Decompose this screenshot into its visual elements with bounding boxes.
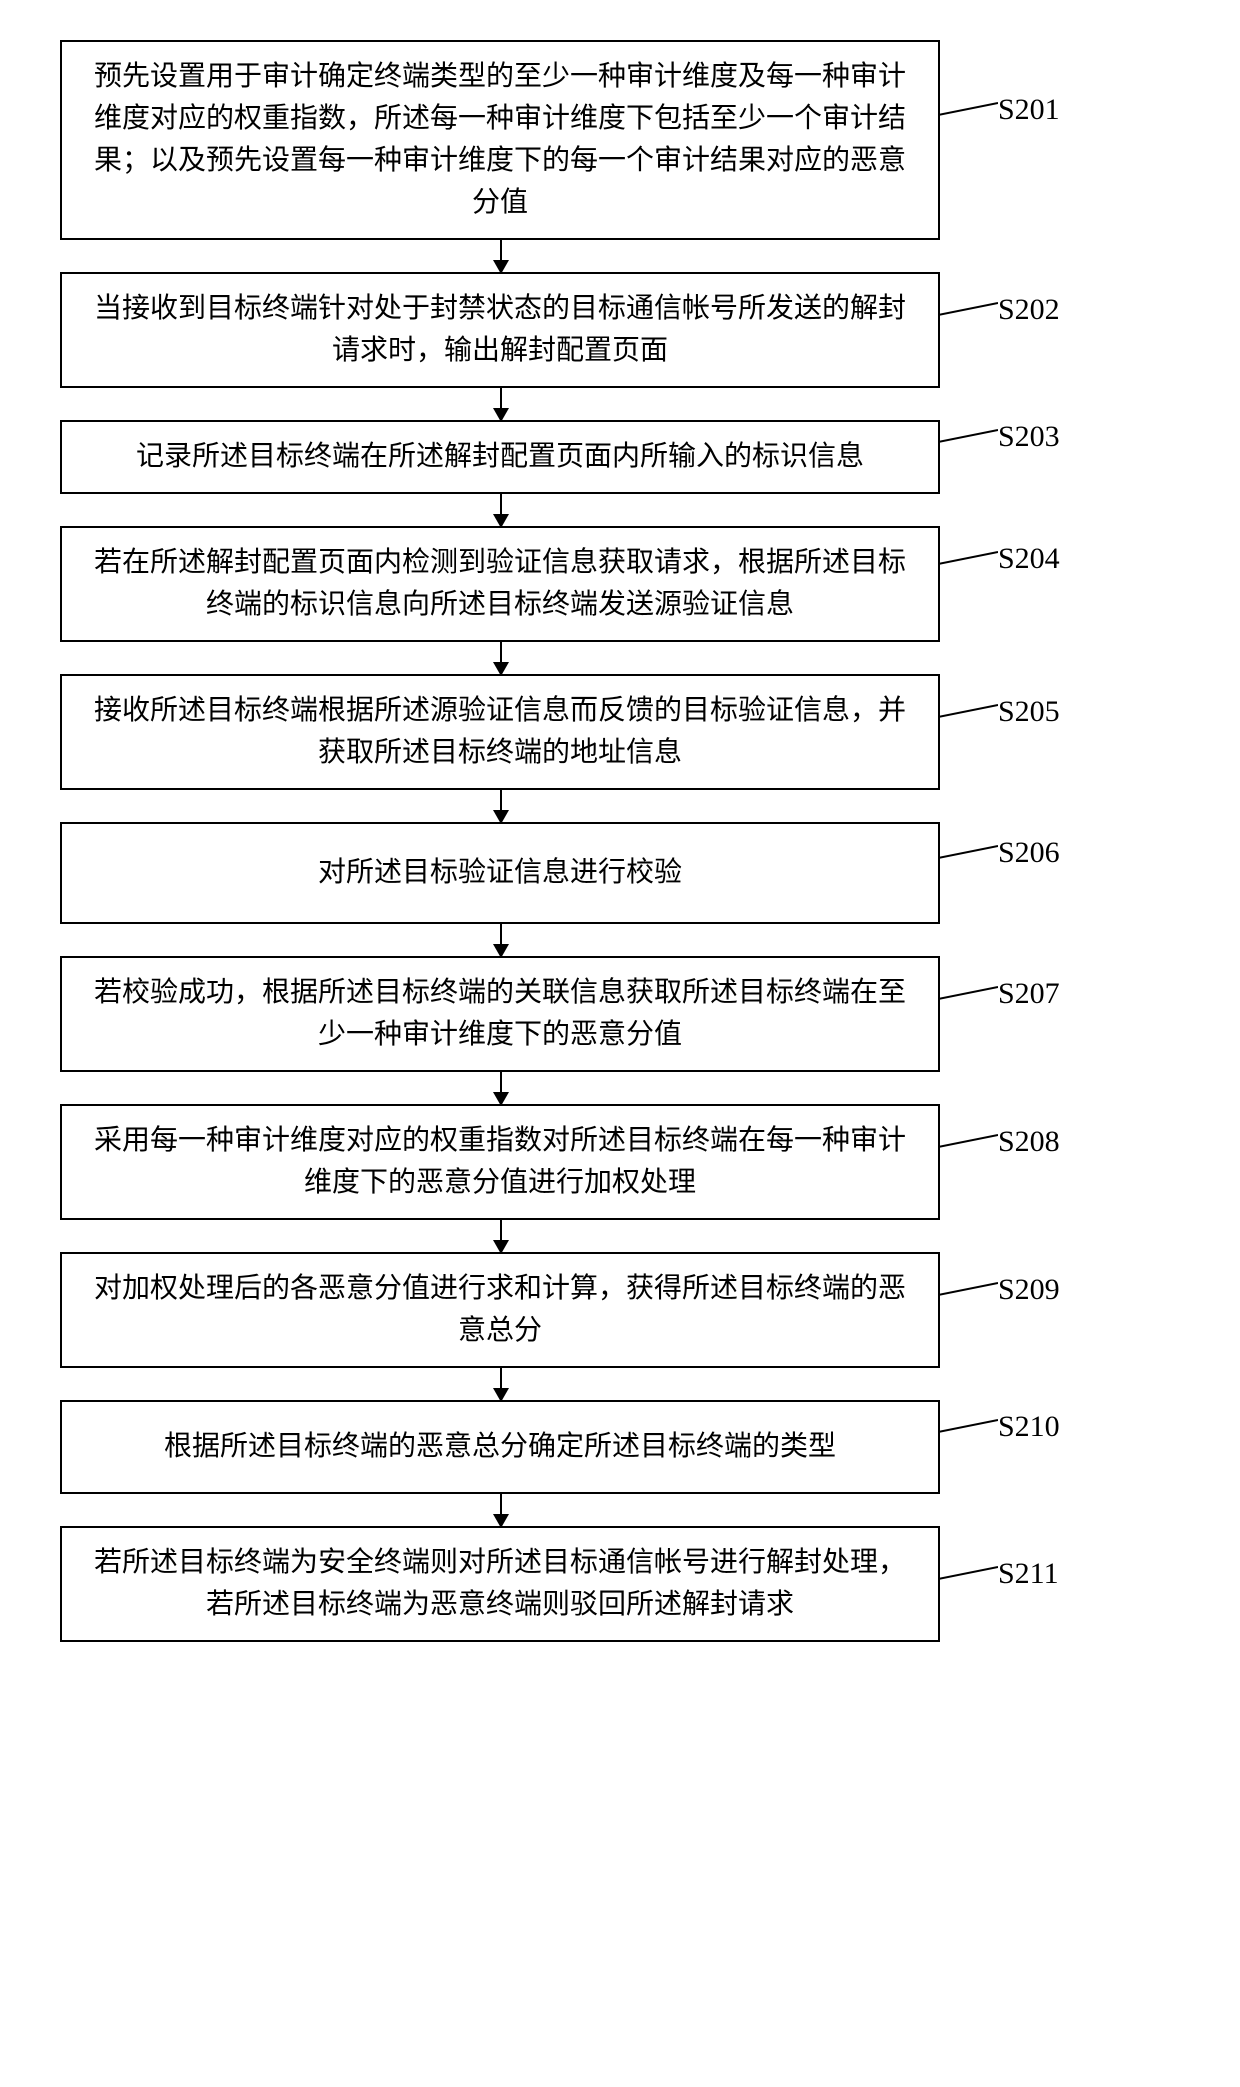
step-box-s203: 记录所述目标终端在所述解封配置页面内所输入的标识信息 — [60, 420, 940, 494]
arrow-down — [500, 1220, 502, 1252]
step-label-s205: S205 — [998, 695, 1060, 729]
step-label-s209: S209 — [998, 1273, 1060, 1307]
connector-svg — [938, 95, 998, 135]
step-row: 对所述目标验证信息进行校验 S206 — [60, 822, 1180, 924]
step-label-s206: S206 — [998, 836, 1060, 870]
connector-svg — [938, 838, 998, 878]
connector-svg — [938, 1127, 998, 1167]
step-row: 若校验成功，根据所述目标终端的关联信息获取所述目标终端在至少一种审计维度下的恶意… — [60, 956, 1180, 1072]
step-text: 采用每一种审计维度对应的权重指数对所述目标终端在每一种审计维度下的恶意分值进行加… — [82, 1120, 918, 1204]
step-text: 根据所述目标终端的恶意总分确定所述目标终端的类型 — [164, 1426, 836, 1468]
step-box-s211: 若所述目标终端为安全终端则对所述目标通信帐号进行解封处理，若所述目标终端为恶意终… — [60, 1526, 940, 1642]
step-text: 接收所述目标终端根据所述源验证信息而反馈的目标验证信息，并获取所述目标终端的地址… — [82, 690, 918, 774]
step-row: 当接收到目标终端针对处于封禁状态的目标通信帐号所发送的解封请求时，输出解封配置页… — [60, 272, 1180, 388]
step-text: 对加权处理后的各恶意分值进行求和计算，获得所述目标终端的恶意总分 — [82, 1268, 918, 1352]
arrow-down — [500, 1072, 502, 1104]
step-text: 记录所述目标终端在所述解封配置页面内所输入的标识信息 — [136, 436, 864, 478]
step-box-s206: 对所述目标验证信息进行校验 — [60, 822, 940, 924]
step-box-s202: 当接收到目标终端针对处于封禁状态的目标通信帐号所发送的解封请求时，输出解封配置页… — [60, 272, 940, 388]
step-label-s210: S210 — [998, 1410, 1060, 1444]
connector-svg — [938, 1559, 998, 1599]
arrow-down — [500, 388, 502, 420]
step-label-s203: S203 — [998, 420, 1060, 454]
step-box-s207: 若校验成功，根据所述目标终端的关联信息获取所述目标终端在至少一种审计维度下的恶意… — [60, 956, 940, 1072]
step-label-s204: S204 — [998, 542, 1060, 576]
connector-svg — [938, 979, 998, 1019]
step-box-s205: 接收所述目标终端根据所述源验证信息而反馈的目标验证信息，并获取所述目标终端的地址… — [60, 674, 940, 790]
connector-svg — [938, 697, 998, 737]
step-text: 当接收到目标终端针对处于封禁状态的目标通信帐号所发送的解封请求时，输出解封配置页… — [82, 288, 918, 372]
step-row: 对加权处理后的各恶意分值进行求和计算，获得所述目标终端的恶意总分 S209 — [60, 1252, 1180, 1368]
arrow-down — [500, 642, 502, 674]
step-box-s201: 预先设置用于审计确定终端类型的至少一种审计维度及每一种审计维度对应的权重指数，所… — [60, 40, 940, 240]
step-row: 若在所述解封配置页面内检测到验证信息获取请求，根据所述目标终端的标识信息向所述目… — [60, 526, 1180, 642]
step-row: 预先设置用于审计确定终端类型的至少一种审计维度及每一种审计维度对应的权重指数，所… — [60, 40, 1180, 240]
step-box-s210: 根据所述目标终端的恶意总分确定所述目标终端的类型 — [60, 1400, 940, 1494]
connector-svg — [938, 422, 998, 462]
step-label-s207: S207 — [998, 977, 1060, 1011]
connector-svg — [938, 1412, 998, 1452]
step-row: 采用每一种审计维度对应的权重指数对所述目标终端在每一种审计维度下的恶意分值进行加… — [60, 1104, 1180, 1220]
arrow-down — [500, 1494, 502, 1526]
connector-svg — [938, 295, 998, 335]
step-box-s208: 采用每一种审计维度对应的权重指数对所述目标终端在每一种审计维度下的恶意分值进行加… — [60, 1104, 940, 1220]
connector-svg — [938, 1275, 998, 1315]
arrow-down — [500, 924, 502, 956]
step-row: 若所述目标终端为安全终端则对所述目标通信帐号进行解封处理，若所述目标终端为恶意终… — [60, 1526, 1180, 1642]
step-label-s201: S201 — [998, 93, 1060, 127]
step-text: 对所述目标验证信息进行校验 — [318, 852, 682, 894]
connector-svg — [938, 544, 998, 584]
arrow-down — [500, 790, 502, 822]
step-label-s202: S202 — [998, 293, 1060, 327]
arrow-down — [500, 240, 502, 272]
step-row: 根据所述目标终端的恶意总分确定所述目标终端的类型 S210 — [60, 1400, 1180, 1494]
arrow-down — [500, 494, 502, 526]
step-row: 记录所述目标终端在所述解封配置页面内所输入的标识信息 S203 — [60, 420, 1180, 494]
step-text: 若所述目标终端为安全终端则对所述目标通信帐号进行解封处理，若所述目标终端为恶意终… — [82, 1542, 918, 1626]
step-box-s204: 若在所述解封配置页面内检测到验证信息获取请求，根据所述目标终端的标识信息向所述目… — [60, 526, 940, 642]
arrow-down — [500, 1368, 502, 1400]
step-label-s211: S211 — [998, 1557, 1059, 1591]
flowchart-container: 预先设置用于审计确定终端类型的至少一种审计维度及每一种审计维度对应的权重指数，所… — [60, 40, 1180, 1642]
step-text: 若校验成功，根据所述目标终端的关联信息获取所述目标终端在至少一种审计维度下的恶意… — [82, 972, 918, 1056]
step-label-s208: S208 — [998, 1125, 1060, 1159]
step-text: 预先设置用于审计确定终端类型的至少一种审计维度及每一种审计维度对应的权重指数，所… — [82, 56, 918, 224]
step-box-s209: 对加权处理后的各恶意分值进行求和计算，获得所述目标终端的恶意总分 — [60, 1252, 940, 1368]
step-text: 若在所述解封配置页面内检测到验证信息获取请求，根据所述目标终端的标识信息向所述目… — [82, 542, 918, 626]
step-row: 接收所述目标终端根据所述源验证信息而反馈的目标验证信息，并获取所述目标终端的地址… — [60, 674, 1180, 790]
